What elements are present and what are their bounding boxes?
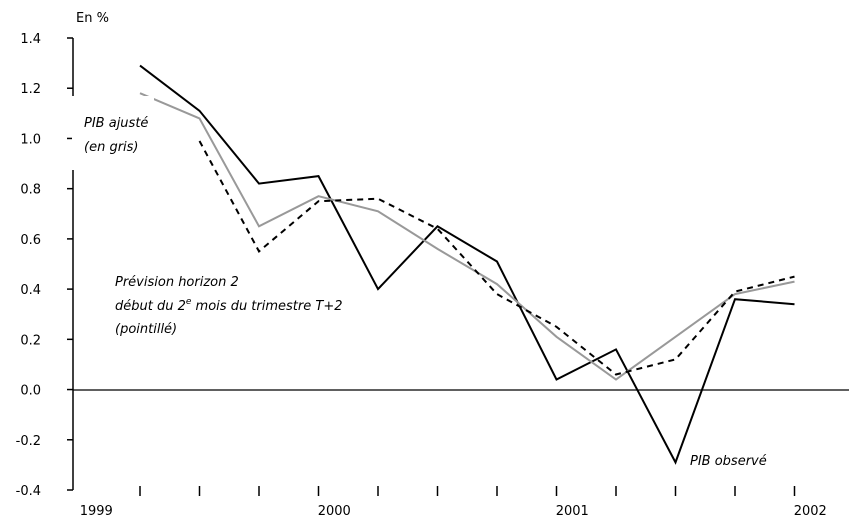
annotation-prevision-line1: Prévision horizon 2 [115,275,239,290]
annotation-en-gris: (en gris) [84,140,139,155]
y-tick-label: 1.4 [20,32,41,47]
annotation-prevision-line2-post: mois du trimestre T+2 [191,299,342,314]
annotation-prevision-line2: début du 2e mois du trimestre T+2 [115,297,342,314]
x-year-label: 1999 [80,504,113,519]
annotation-prevision-line3: (pointillé) [115,322,177,337]
y-tick-label: 1.2 [20,82,41,97]
x-year-label: 2001 [556,504,589,519]
x-year-label: 2000 [318,504,351,519]
y-tick-label: 0.8 [20,183,41,198]
x-year-label: 2002 [794,504,827,519]
series-line-observe [139,64,795,465]
series-layer [139,64,795,465]
annotation-pib-ajuste: PIB ajusté [84,116,148,131]
annotation-prevision-line2-pre: début du 2 [115,299,186,314]
y-tick-label: -0.2 [16,434,41,449]
series-line-prevision [198,140,795,376]
y-tick-label: 0.0 [20,384,41,399]
y-tick-label: 0.6 [20,233,41,248]
y-tick-label: 1.0 [20,132,41,147]
ajuste-annotation-backdrop [72,96,154,170]
x-axis: 1999 2000 2001 2002 [73,389,849,519]
series-line-ajuste [139,92,795,381]
annotation-prevision-line2-sup: e [186,297,192,307]
y-tick-label: 0.2 [20,333,41,348]
annotation-pib-observe: PIB observé [690,454,767,469]
unit-label: En % [76,11,109,26]
y-axis: 1.4 1.2 1.0 0.8 0.6 0.4 0.2 0.0 -0.2 -0.4 [16,32,74,499]
y-tick-label: -0.4 [16,484,41,499]
y-tick-label: 0.4 [20,283,41,298]
